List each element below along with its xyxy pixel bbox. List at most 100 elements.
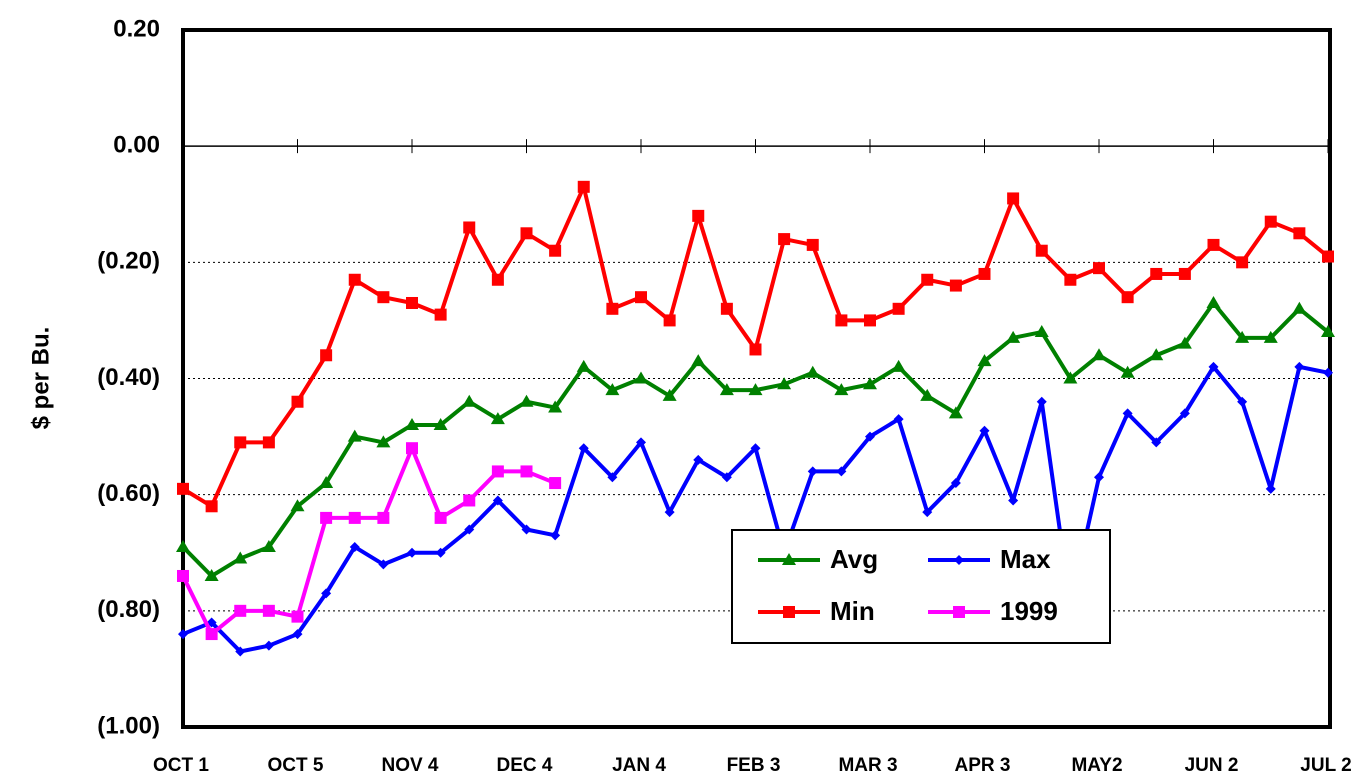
point-marker: [348, 273, 361, 286]
series: [178, 361, 1333, 657]
y-tick-label: (0.20): [97, 248, 160, 275]
point-marker: [693, 454, 704, 465]
point-marker: [1007, 192, 1020, 205]
point-marker: [748, 383, 763, 396]
point-marker: [834, 383, 849, 396]
point-marker: [492, 495, 503, 506]
legend-label: 1999: [1000, 596, 1058, 626]
point-marker: [1036, 396, 1047, 407]
x-tick-label: MAR 3: [838, 755, 897, 776]
point-marker: [977, 354, 992, 367]
series: [177, 442, 562, 641]
point-marker: [805, 365, 820, 378]
point-marker: [920, 388, 935, 401]
point-marker: [663, 314, 676, 327]
point-marker: [953, 606, 965, 618]
point-marker: [892, 302, 905, 315]
point-marker: [433, 417, 448, 430]
point-marker: [376, 435, 391, 448]
x-tick-label: JUN 2: [1185, 755, 1239, 776]
point-marker: [261, 539, 276, 552]
point-marker: [1064, 273, 1077, 286]
point-marker: [634, 371, 648, 384]
point-marker: [407, 547, 417, 558]
series: [176, 295, 1335, 581]
point-marker: [176, 539, 190, 552]
legend-label: Avg: [830, 544, 878, 574]
y-tick-label: 0.20: [113, 15, 160, 42]
point-marker: [463, 494, 476, 507]
point-marker: [348, 511, 361, 524]
x-tick-label: MAY2: [1071, 755, 1122, 776]
point-marker: [1178, 267, 1191, 280]
point-marker: [1207, 238, 1220, 251]
point-marker: [835, 314, 848, 327]
point-marker: [1094, 472, 1104, 483]
point-marker: [949, 279, 962, 292]
point-marker: [520, 465, 533, 478]
y-tick-label: (1.00): [97, 712, 160, 739]
point-marker: [349, 541, 360, 552]
point-marker: [605, 383, 620, 396]
legend-label: Max: [1000, 544, 1051, 574]
point-marker: [635, 291, 647, 304]
point-marker: [1206, 295, 1221, 308]
point-marker: [1149, 348, 1164, 361]
point-marker: [783, 606, 795, 618]
point-marker: [263, 640, 274, 651]
point-marker: [691, 354, 706, 367]
point-marker: [235, 646, 246, 657]
point-marker: [234, 604, 247, 617]
point-marker: [378, 559, 389, 570]
point-marker: [290, 499, 305, 512]
point-marker: [865, 431, 875, 442]
point-marker: [204, 568, 219, 581]
point-marker: [806, 238, 819, 251]
y-axis-label: $ per Bu.: [27, 327, 54, 430]
point-marker: [720, 302, 733, 315]
point-marker: [1235, 330, 1250, 343]
point-marker: [319, 476, 334, 489]
y-tick-label: (0.40): [97, 364, 160, 391]
point-marker: [1008, 495, 1019, 506]
point-marker: [1120, 365, 1135, 378]
point-marker: [1236, 256, 1249, 269]
x-tick-label: DEC 4: [497, 755, 553, 776]
point-marker: [1264, 215, 1277, 228]
point-marker: [434, 511, 447, 524]
point-marker: [1208, 361, 1219, 372]
point-marker: [950, 478, 961, 489]
point-marker: [435, 547, 446, 558]
point-marker: [291, 610, 304, 623]
point-marker: [521, 524, 532, 535]
point-marker: [948, 406, 963, 419]
point-marker: [979, 425, 990, 436]
point-marker: [177, 482, 189, 495]
point-marker: [205, 500, 218, 513]
point-marker: [662, 388, 677, 401]
point-marker: [233, 551, 248, 564]
point-marker: [377, 511, 390, 524]
point-marker: [576, 359, 591, 372]
point-marker: [177, 569, 189, 582]
point-marker: [1177, 336, 1192, 349]
point-marker: [1121, 291, 1134, 304]
point-marker: [406, 442, 418, 455]
point-marker: [1237, 396, 1248, 407]
point-marker: [777, 377, 792, 390]
point-marker: [1063, 371, 1078, 384]
point-marker: [893, 414, 904, 425]
point-marker: [863, 377, 877, 390]
point-marker: [1122, 408, 1133, 419]
plot-frame: [181, 28, 1332, 729]
point-marker: [490, 412, 505, 425]
point-marker: [578, 443, 589, 454]
point-marker: [549, 477, 562, 490]
point-marker: [548, 400, 563, 413]
point-marker: [321, 588, 332, 599]
point-marker: [692, 209, 705, 222]
point-marker: [262, 436, 275, 449]
y-tick-label: 0.00: [113, 132, 160, 159]
point-marker: [1150, 267, 1163, 280]
point-marker: [491, 465, 504, 478]
